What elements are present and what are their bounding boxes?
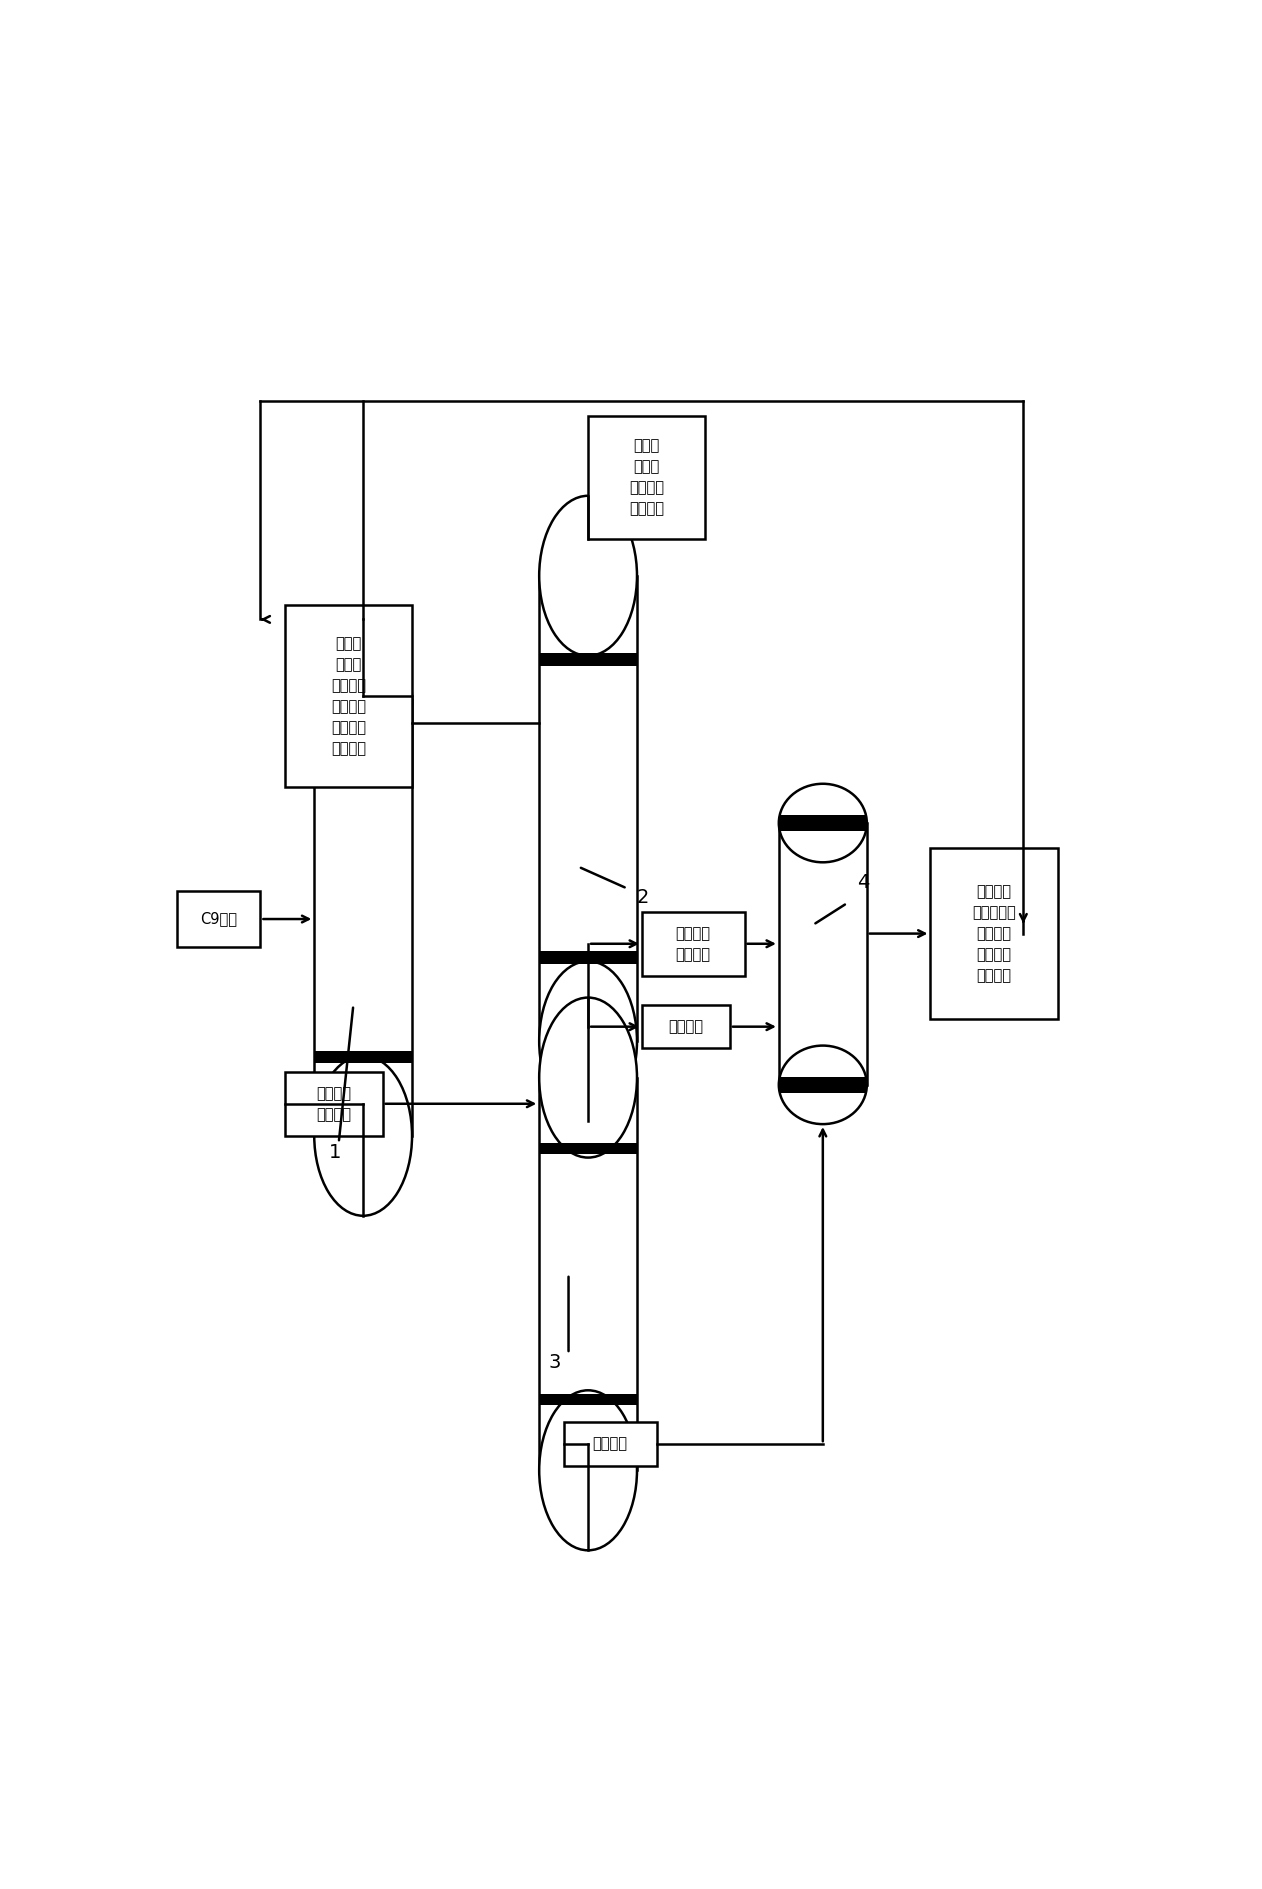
Bar: [539, 576, 637, 1041]
Bar: [930, 848, 1058, 1020]
Text: 4: 4: [857, 873, 870, 892]
Text: 邻甲乙苯
及其转化物
均三甲苯
连三甲苯
偏三甲苯: 邻甲乙苯 及其转化物 均三甲苯 连三甲苯 偏三甲苯: [972, 884, 1016, 982]
Ellipse shape: [779, 1047, 867, 1124]
Bar: [539, 654, 637, 667]
Bar: [314, 1050, 411, 1064]
Text: 1: 1: [329, 1143, 341, 1162]
Bar: [314, 773, 411, 784]
Ellipse shape: [539, 1390, 637, 1551]
Ellipse shape: [539, 962, 637, 1122]
Bar: [539, 1394, 637, 1405]
Ellipse shape: [539, 495, 637, 655]
Text: 邻甲乙苯
均三甲苯: 邻甲乙苯 均三甲苯: [675, 926, 711, 962]
Bar: [642, 1005, 729, 1048]
Bar: [314, 699, 411, 1135]
Text: 3: 3: [549, 1354, 562, 1373]
Bar: [779, 1077, 867, 1092]
Bar: [177, 892, 260, 946]
Text: 正丙苯
异丙苯
间甲乙苯
对甲乙苯
邻甲乙苯
均三甲苯: 正丙苯 异丙苯 间甲乙苯 对甲乙苯 邻甲乙苯 均三甲苯: [331, 637, 366, 756]
Bar: [564, 1422, 656, 1466]
Bar: [588, 416, 705, 540]
Text: 偏三甲苯: 偏三甲苯: [669, 1020, 703, 1033]
Bar: [539, 1143, 637, 1154]
Text: 连三甲苯: 连三甲苯: [593, 1438, 627, 1451]
Bar: [539, 1077, 637, 1470]
Ellipse shape: [779, 784, 867, 861]
Bar: [779, 824, 867, 1084]
Text: 偏三甲苯
连三甲苯: 偏三甲苯 连三甲苯: [317, 1086, 351, 1122]
Bar: [539, 950, 637, 963]
Ellipse shape: [314, 1056, 411, 1217]
Text: 正丙苯
异丙苯
间甲乙苯
对甲乙苯: 正丙苯 异丙苯 间甲乙苯 对甲乙苯: [630, 438, 664, 516]
Bar: [642, 912, 745, 977]
Ellipse shape: [314, 620, 411, 780]
Bar: [285, 1071, 382, 1135]
Ellipse shape: [539, 997, 637, 1158]
Bar: [779, 816, 867, 831]
Text: C9芳烃: C9芳烃: [201, 912, 237, 926]
Text: 2: 2: [637, 888, 650, 907]
Bar: [285, 604, 411, 786]
